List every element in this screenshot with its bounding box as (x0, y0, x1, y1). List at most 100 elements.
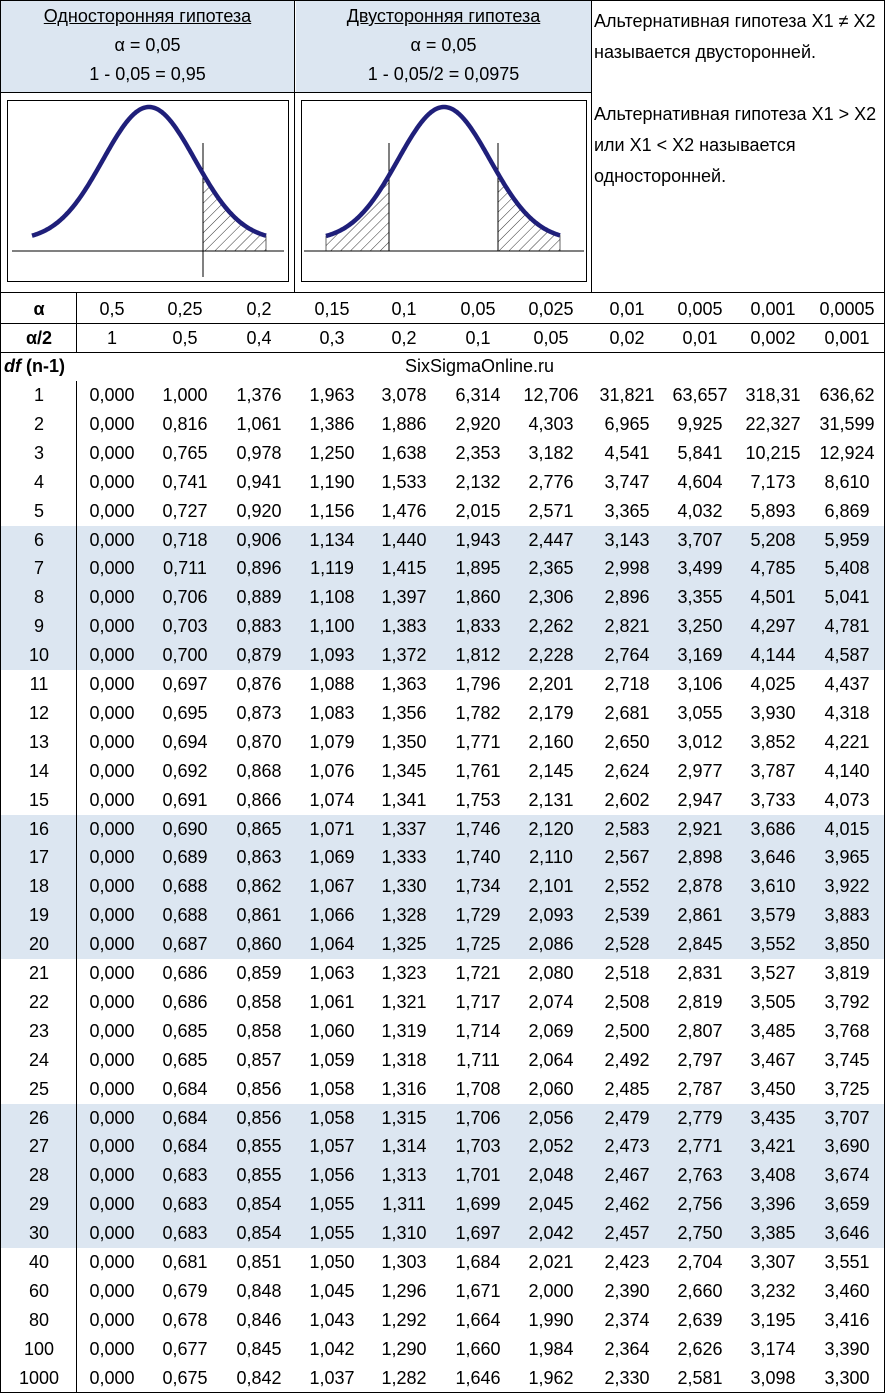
table-cell: 1,708 (455, 1078, 501, 1099)
df-cell: 2 (33, 413, 44, 434)
table-cell: 3,385 (750, 1223, 796, 1244)
table-cell: 2,262 (528, 616, 574, 637)
table-cell: 2,779 (677, 1107, 723, 1128)
table-cell: 2,473 (604, 1136, 650, 1157)
table-cell: 3,745 (824, 1049, 870, 1070)
table-cell: 0,000 (89, 1280, 135, 1301)
table-cell: 1,711 (456, 1049, 500, 1070)
table-cell: 0,000 (89, 905, 135, 926)
table-cell: 0,686 (162, 991, 208, 1012)
table-cell: 0,000 (89, 1252, 135, 1272)
table-cell: 3,232 (750, 1280, 796, 1301)
df-cell: 23 (28, 1020, 50, 1041)
alpha-row: α 0,5 0,25 0,2 0,15 0,1 0,05 0,025 0,01 0,005 0,0… (1, 295, 884, 324)
df-cell: 16 (28, 818, 50, 839)
table-cell: 2,831 (677, 963, 723, 983)
table-cell: 0,4 (246, 328, 272, 348)
table-cell: 0,883 (236, 616, 282, 637)
table-cell: 2,787 (677, 1078, 723, 1099)
table-cell: 3,396 (750, 1194, 796, 1215)
table-cell: 0,679 (162, 1280, 208, 1301)
table-cell: 2,374 (604, 1309, 650, 1330)
df-cell: 29 (28, 1194, 50, 1215)
table-cell: 0,02 (609, 328, 645, 348)
table-row: 27 0,000 0,684 0,855 1,057 1,314 1,703 2,052 2,4… (1, 1132, 884, 1162)
table-cell: 3,450 (750, 1078, 796, 1099)
table-cell: 3,307 (750, 1252, 796, 1272)
alpha-half-row: α/2 1 0,5 0,4 0,3 0,2 0,1 0,05 0,02 0,01 0,002 0,0… (1, 324, 884, 353)
table-cell: 1,341 (381, 789, 427, 810)
table-cell: 0,694 (162, 731, 208, 752)
hypothesis-note: Альтернативная гипотеза X1 ≠ X2 называет… (594, 6, 879, 223)
normal-curve (325, 104, 561, 239)
df-cell: 30 (28, 1223, 50, 1244)
table-cell: 0,002 (750, 328, 796, 348)
alpha-label: α (33, 299, 45, 319)
table-row: 30 0,000 0,683 0,854 1,055 1,310 1,697 2,042 2,4… (1, 1219, 884, 1249)
table-cell: 1,684 (455, 1252, 501, 1272)
table-cell: 1,055 (309, 1223, 355, 1244)
table-cell: 2,921 (677, 818, 723, 839)
table-cell: 1,282 (381, 1367, 427, 1388)
table-cell: 3,852 (750, 731, 796, 752)
table-cell: 2,110 (529, 847, 573, 868)
df-cell: 18 (28, 876, 50, 897)
table-row: 60 0,000 0,679 0,848 1,045 1,296 1,671 2,000 2,3… (1, 1277, 884, 1306)
table-cell: 0,01 (609, 299, 645, 319)
table-cell: 3,499 (677, 558, 723, 579)
table-cell: 1,290 (381, 1338, 427, 1359)
table-cell: 0,684 (162, 1078, 208, 1099)
table-cell: 3,674 (824, 1165, 870, 1186)
table-row: 15 0,000 0,691 0,866 1,074 1,341 1,753 2,131 2,6… (1, 786, 884, 815)
table-cell: 1,833 (455, 616, 501, 637)
table-cell: 3,460 (824, 1280, 870, 1301)
table-cell: 4,221 (824, 731, 870, 752)
table-cell: 6,869 (824, 500, 870, 521)
df-cell: 26 (28, 1107, 50, 1128)
table-row: 10 0,000 0,700 0,879 1,093 1,372 1,812 2,228 2,7… (1, 641, 884, 671)
table-cell: 0,000 (89, 471, 135, 492)
one-tailed-curve-chart (7, 100, 289, 282)
table-cell: 0,870 (236, 731, 282, 752)
table-cell: 3,408 (750, 1165, 796, 1186)
table-cell: 1,660 (455, 1338, 501, 1359)
table-cell: 4,437 (824, 674, 870, 694)
table-cell: 4,015 (824, 818, 870, 839)
table-cell: 1,860 (455, 587, 501, 608)
table-cell: 1,156 (309, 500, 355, 521)
table-cell: 1,066 (309, 905, 355, 926)
table-cell: 1,646 (455, 1367, 501, 1388)
table-cell: 3,467 (750, 1049, 796, 1070)
table-row: 80 0,000 0,678 0,846 1,043 1,292 1,664 1,990 2,3… (1, 1306, 884, 1335)
table-cell: 2,015 (455, 500, 501, 521)
table-cell: 0,0005 (819, 299, 875, 319)
table-cell: 2,920 (455, 413, 501, 434)
table-cell: 4,140 (824, 760, 870, 781)
note-one-sided: Альтернативная гипотеза X1 > X2 или X1 <… (594, 104, 877, 186)
table-cell: 12,924 (819, 442, 875, 463)
table-cell: 1,782 (455, 702, 501, 723)
table-row: 18 0,000 0,688 0,862 1,067 1,330 1,734 2,101 2,5… (1, 872, 884, 902)
table-cell: 3,182 (528, 442, 574, 463)
table-cell: 0,978 (236, 442, 282, 463)
table-cell: 0,718 (162, 529, 208, 550)
table-cell: 0,000 (89, 731, 135, 752)
alpha-half-label: α/2 (25, 328, 53, 348)
table-cell: 0,876 (236, 674, 282, 694)
table-cell: 2,042 (528, 1223, 574, 1244)
table-cell: 1,083 (309, 702, 355, 723)
table-cell: 3,965 (824, 847, 870, 868)
table-cell: 1,697 (455, 1223, 501, 1244)
df-cell: 28 (28, 1165, 50, 1186)
table-cell: 0,685 (162, 1020, 208, 1041)
table-cell: 3,686 (750, 818, 796, 839)
table-row: 7 0,000 0,711 0,896 1,119 1,415 1,895 2,365 2,99… (1, 554, 884, 584)
table-cell: 2,353 (455, 442, 501, 463)
table-cell: 1,100 (309, 616, 355, 637)
table-cell: 1,943 (455, 529, 501, 550)
table-cell: 0,879 (236, 645, 282, 666)
table-cell: 1,315 (381, 1107, 427, 1128)
divider (76, 292, 77, 352)
table-cell: 4,604 (677, 471, 723, 492)
table-cell: 2,364 (604, 1338, 650, 1359)
